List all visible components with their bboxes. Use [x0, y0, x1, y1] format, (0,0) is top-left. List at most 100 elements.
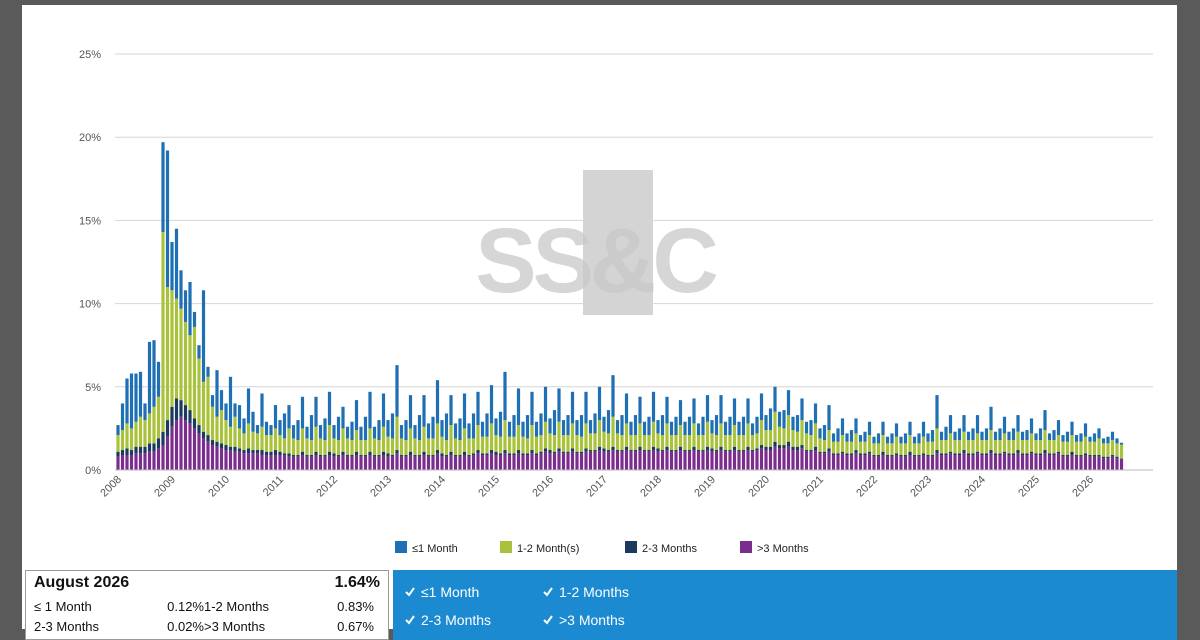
bar-segment — [859, 453, 862, 455]
bar-segment — [656, 448, 659, 451]
watermark: SS&C — [475, 210, 716, 312]
bar-segment — [188, 410, 191, 423]
bar-segment — [1088, 437, 1091, 442]
bar-segment — [760, 445, 763, 448]
bar-segment — [116, 457, 119, 470]
bar-segment — [656, 452, 659, 470]
summary-total: 1.64% — [335, 574, 380, 592]
bar-segment — [544, 448, 547, 451]
bar-segment — [1079, 457, 1082, 470]
bar-segment — [229, 447, 232, 450]
bar-segment — [634, 452, 637, 470]
bar-segment — [832, 442, 835, 454]
bar-segment — [472, 453, 475, 455]
bar-segment — [755, 433, 758, 448]
bar-segment — [391, 438, 394, 455]
bar-segment — [476, 453, 479, 470]
bar-segment — [688, 417, 691, 435]
bar-segment — [535, 455, 538, 470]
bar-segment — [454, 457, 457, 470]
bar-segment — [1097, 455, 1100, 457]
bar-segment — [251, 412, 254, 432]
bar-segment — [854, 433, 857, 450]
bar-segment — [283, 455, 286, 470]
bar-segment — [1088, 457, 1091, 470]
filter-checkbox[interactable]: ≤1 Month — [405, 584, 479, 600]
bar-segment — [1057, 452, 1060, 454]
bar-segment — [548, 418, 551, 433]
filter-checkbox[interactable]: 1-2 Months — [543, 584, 629, 600]
bar-segment — [301, 455, 304, 470]
bar-segment — [152, 407, 155, 444]
bar-segment — [823, 440, 826, 452]
bar-segment — [607, 433, 610, 450]
bar-segment — [602, 432, 605, 449]
bar-segment — [148, 443, 151, 451]
bar-segment — [436, 380, 439, 423]
bar-segment — [602, 452, 605, 470]
bar-segment — [665, 450, 668, 470]
bar-segment — [836, 428, 839, 441]
bar-segment — [328, 425, 331, 452]
bar-segment — [431, 457, 434, 470]
legend-label: ≤1 Month — [412, 543, 458, 555]
bar-segment — [485, 437, 488, 454]
bar-segment — [913, 457, 916, 470]
bar-segment — [166, 420, 169, 437]
bar-segment — [179, 417, 182, 470]
bar-segment — [1070, 422, 1073, 435]
bar-segment — [431, 438, 434, 455]
bar-segment — [152, 452, 155, 470]
bar-segment — [881, 422, 884, 435]
bar-segment — [593, 433, 596, 450]
bar-segment — [868, 422, 871, 435]
bar-segment — [400, 455, 403, 457]
bar-segment — [521, 455, 524, 470]
bar-segment — [440, 453, 443, 456]
bar-segment — [782, 448, 785, 470]
bar-segment — [1120, 443, 1123, 445]
bar-segment — [899, 457, 902, 470]
bar-segment — [274, 428, 277, 450]
bar-segment — [274, 455, 277, 470]
bar-segment — [787, 415, 790, 442]
bar-segment — [571, 392, 574, 424]
x-tick-label: 2020 — [746, 474, 772, 500]
bar-segment — [1093, 433, 1096, 441]
bar-segment — [364, 457, 367, 470]
bar-segment — [355, 400, 358, 430]
bar-segment — [967, 455, 970, 470]
bar-segment — [1003, 433, 1006, 451]
bar-segment — [665, 423, 668, 446]
bar-segment — [629, 422, 632, 435]
bar-segment — [746, 447, 749, 450]
bar-segment — [1070, 455, 1073, 470]
bar-segment — [602, 417, 605, 432]
bar-segment — [211, 440, 214, 445]
bar-segment — [1043, 453, 1046, 470]
bar-segment — [611, 417, 614, 447]
bar-segment — [323, 455, 326, 457]
bar-segment — [224, 403, 227, 420]
bar-segment — [422, 452, 425, 455]
bar-segment — [814, 450, 817, 470]
y-tick-label: 20% — [79, 132, 101, 144]
bar-segment — [737, 422, 740, 435]
bar-segment — [139, 453, 142, 470]
legend-swatch — [500, 541, 512, 553]
bar-segment — [332, 453, 335, 456]
bar-segment — [175, 420, 178, 470]
bar-segment — [121, 430, 124, 450]
filter-checkbox[interactable]: 2-3 Months — [405, 612, 491, 628]
bar-segment — [602, 448, 605, 451]
bar-segment — [895, 453, 898, 455]
bar-segment — [593, 413, 596, 433]
filter-label: ≤1 Month — [421, 584, 479, 600]
bar-segment — [679, 425, 682, 447]
bar-segment — [121, 403, 124, 430]
bar-segment — [1075, 435, 1078, 442]
bar-segment — [508, 455, 511, 470]
bar-segment — [908, 452, 911, 455]
bar-segment — [229, 427, 232, 447]
filter-checkbox[interactable]: >3 Months — [543, 612, 625, 628]
